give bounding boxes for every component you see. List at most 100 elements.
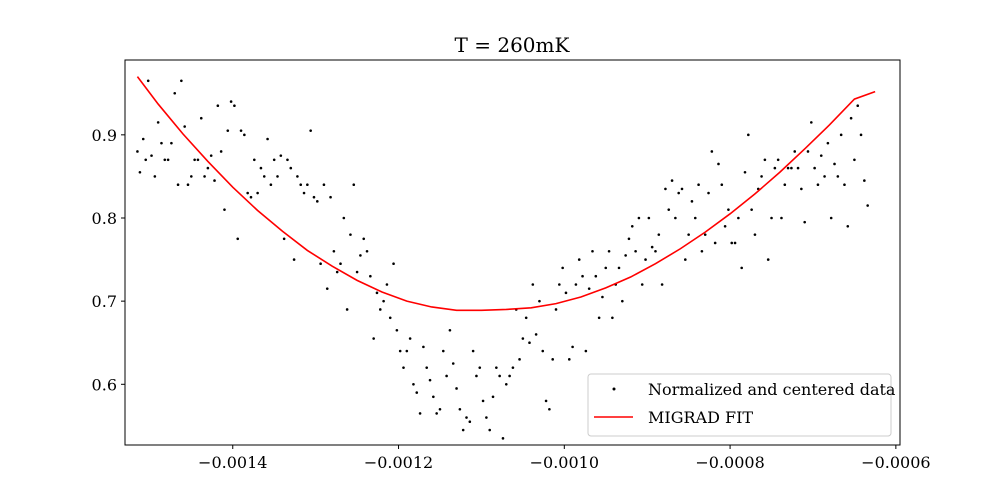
data-point: [272, 158, 276, 162]
data-point: [428, 378, 432, 382]
data-point: [392, 262, 395, 266]
data-point: [312, 195, 316, 199]
data-point: [495, 366, 498, 369]
data-point: [637, 216, 641, 220]
plot-frame: [124, 59, 901, 446]
data-point: [342, 216, 346, 220]
data-point: [780, 216, 783, 220]
data-point: [279, 154, 283, 157]
data-point: [548, 407, 551, 411]
data-point: [647, 216, 651, 220]
data-point: [667, 208, 671, 211]
data-point: [269, 183, 273, 187]
data-point: [551, 358, 554, 361]
data-point: [720, 183, 724, 187]
data-point: [365, 249, 369, 253]
data-point: [730, 241, 734, 245]
data-point: [206, 166, 210, 170]
data-point: [544, 399, 548, 403]
data-point: [710, 150, 714, 153]
data-point: [826, 141, 830, 145]
data-point: [624, 254, 627, 257]
x-tick-label: −0.0006: [861, 453, 930, 472]
data-point: [153, 175, 157, 178]
data-point: [677, 191, 680, 195]
data-point: [422, 345, 425, 349]
legend-box: [587, 373, 892, 437]
data-point: [587, 287, 591, 290]
data-point: [743, 170, 747, 174]
data-point: [418, 412, 422, 415]
data-point: [262, 175, 266, 178]
data-point: [853, 158, 856, 162]
data-point: [564, 291, 568, 295]
data-point: [803, 220, 806, 224]
data-point: [435, 412, 438, 415]
data-point: [398, 349, 402, 353]
data-point: [498, 374, 501, 378]
data-point: [839, 133, 843, 137]
data-point: [388, 316, 392, 320]
data-point: [700, 249, 704, 253]
data-point: [737, 216, 740, 220]
x-axis: −0.0014 −0.0012 −0.0010 −0.0008 −0.0006: [198, 445, 931, 472]
x-tick-label: −0.0014: [198, 453, 267, 472]
data-point: [733, 241, 737, 245]
data-point: [727, 208, 730, 211]
data-point: [138, 170, 142, 174]
data-point: [196, 158, 200, 162]
data-point: [378, 308, 382, 311]
data-point: [481, 399, 485, 403]
data-point: [349, 233, 352, 236]
data-point: [786, 166, 790, 170]
data-point: [796, 166, 800, 170]
data-point: [136, 150, 139, 153]
data-point: [863, 179, 866, 182]
legend-label-data: Normalized and centered data: [648, 380, 896, 399]
data-point: [223, 208, 226, 211]
data-point: [216, 104, 220, 108]
data-point: [574, 283, 578, 286]
data-point: [402, 366, 405, 369]
data-point: [693, 216, 697, 220]
data-point: [577, 258, 581, 261]
data-point: [856, 104, 860, 108]
data-point: [611, 316, 614, 320]
data-point: [193, 158, 196, 162]
data-point: [299, 183, 303, 187]
data-point: [259, 166, 263, 170]
data-point: [160, 141, 163, 145]
data-point: [561, 266, 564, 270]
data-point: [325, 287, 329, 290]
data-point: [823, 175, 826, 178]
y-axis: 0.6 0.7 0.8 0.9: [92, 126, 125, 394]
data-point: [657, 233, 661, 236]
data-point: [783, 183, 787, 187]
data-point: [465, 416, 468, 419]
data-point: [236, 237, 240, 241]
data-point: [415, 391, 419, 394]
data-point: [144, 158, 148, 162]
data-point: [650, 245, 654, 249]
data-point: [508, 374, 511, 378]
data-point: [813, 166, 816, 170]
data-point: [793, 150, 797, 153]
data-point: [369, 274, 372, 278]
data-point: [521, 337, 525, 340]
data-point: [322, 183, 326, 187]
data-point: [266, 137, 269, 141]
data-point: [770, 216, 773, 220]
data-point: [243, 133, 246, 137]
data-point: [621, 299, 624, 303]
data-point: [571, 345, 574, 349]
legend-marker-data: [612, 387, 616, 391]
data-point: [644, 258, 647, 261]
data-point: [448, 328, 452, 332]
data-point: [707, 191, 710, 195]
data-point: [408, 337, 412, 340]
data-point: [186, 183, 190, 187]
data-point: [219, 150, 223, 153]
data-point: [534, 333, 538, 336]
data-point: [604, 266, 608, 270]
